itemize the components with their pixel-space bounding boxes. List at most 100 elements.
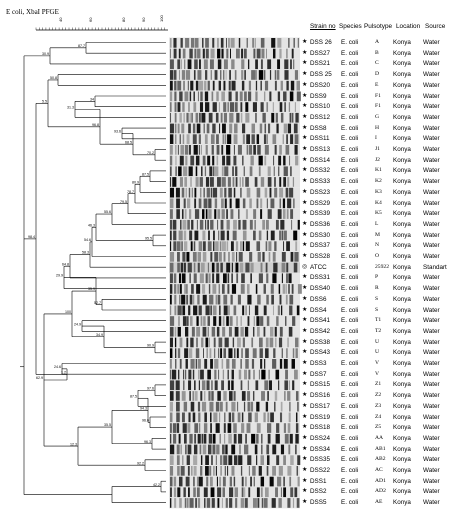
gel-band bbox=[252, 102, 257, 112]
gel-lane bbox=[169, 486, 300, 498]
strain-no: DSS28 bbox=[310, 253, 330, 260]
gel-band bbox=[295, 155, 299, 166]
gel-band bbox=[170, 466, 174, 476]
gel-band bbox=[173, 230, 177, 241]
gel-band bbox=[251, 134, 255, 144]
gel-band bbox=[193, 476, 195, 487]
gel-band bbox=[255, 284, 258, 294]
gel-band bbox=[260, 209, 263, 219]
gel-band bbox=[201, 166, 203, 177]
gel-band bbox=[196, 284, 201, 294]
gel-band bbox=[254, 444, 258, 455]
source: Water bbox=[423, 124, 440, 132]
species: E. coli bbox=[341, 39, 359, 46]
gel-band bbox=[278, 380, 280, 391]
gel-band bbox=[187, 59, 192, 70]
pulsotype: Z1 bbox=[375, 381, 382, 388]
row-marker-icon: ★ bbox=[302, 424, 308, 431]
gel-band bbox=[227, 273, 230, 284]
species: E. coli bbox=[341, 253, 359, 260]
gel-band bbox=[252, 498, 257, 508]
gel-band bbox=[221, 359, 224, 369]
table-row: ★ DSS35 E. coli AB2 Konya Water bbox=[0, 454, 474, 465]
gel-band bbox=[195, 498, 197, 508]
gel-band bbox=[196, 326, 201, 337]
gel-band bbox=[284, 102, 286, 112]
gel-band bbox=[283, 166, 288, 177]
gel-band bbox=[188, 145, 191, 155]
gel-band bbox=[277, 59, 281, 70]
location: Konya bbox=[393, 156, 411, 164]
gel-band bbox=[199, 273, 204, 284]
gel-band bbox=[193, 273, 197, 284]
gel-band bbox=[179, 91, 183, 102]
gel-band bbox=[183, 369, 185, 380]
location: Konya bbox=[393, 499, 411, 507]
gel-band bbox=[204, 80, 207, 91]
gel-band bbox=[242, 198, 246, 209]
scale-tick-label: 90 bbox=[141, 17, 146, 22]
gel-band bbox=[258, 70, 264, 80]
gel-band bbox=[175, 134, 177, 144]
gel-band bbox=[297, 455, 301, 465]
gel-band bbox=[281, 230, 284, 241]
gel-band bbox=[252, 391, 255, 401]
location: Konya bbox=[393, 220, 411, 228]
strain-no: DSS13 bbox=[310, 146, 330, 153]
gel-lane bbox=[169, 294, 300, 305]
gel-band bbox=[275, 219, 279, 230]
gel-band bbox=[175, 187, 180, 198]
gel-band bbox=[188, 305, 191, 316]
gel-band bbox=[183, 166, 188, 177]
gel-band bbox=[248, 466, 250, 476]
gel-band bbox=[273, 348, 276, 358]
gel-band bbox=[295, 241, 298, 251]
gel-band bbox=[201, 433, 204, 444]
gel-band bbox=[244, 91, 247, 102]
gel-band bbox=[188, 487, 190, 498]
gel-band bbox=[264, 487, 269, 498]
gel-band bbox=[289, 476, 292, 487]
gel-band bbox=[219, 476, 222, 487]
gel-band bbox=[183, 230, 187, 241]
gel-band bbox=[219, 241, 222, 251]
gel-band bbox=[215, 466, 217, 476]
gel-band bbox=[295, 391, 299, 401]
gel-band bbox=[264, 155, 267, 166]
gel-band bbox=[261, 444, 263, 455]
strain-no: DSS22 bbox=[310, 467, 330, 474]
strain-no: DSS34 bbox=[310, 445, 330, 453]
gel-band bbox=[211, 145, 214, 155]
table-row: ★ DSS19 E. coli Z4 Konya Water bbox=[0, 412, 474, 423]
pulsotype: 25922 bbox=[375, 263, 389, 270]
gel-band bbox=[175, 391, 180, 401]
gel-band bbox=[177, 252, 180, 262]
gel-band bbox=[191, 284, 194, 294]
node-similarity-label: 42.2 bbox=[153, 483, 160, 487]
table-row: ★ DSS15 E. coli Z1 Konya Water bbox=[0, 379, 474, 390]
gel-band bbox=[194, 209, 200, 219]
gel-band bbox=[282, 134, 284, 144]
header-strain: Strain no bbox=[310, 23, 336, 30]
gel-band bbox=[226, 230, 230, 241]
gel-band bbox=[272, 102, 274, 112]
row-marker-icon: ★ bbox=[302, 327, 308, 334]
gel-band bbox=[205, 466, 209, 476]
gel-band bbox=[212, 305, 217, 316]
gel-band bbox=[235, 48, 240, 59]
gel-band bbox=[173, 48, 177, 59]
gel-band bbox=[222, 123, 226, 134]
gel-band bbox=[204, 134, 208, 144]
gel-band bbox=[289, 112, 292, 123]
gel-band bbox=[266, 48, 267, 59]
gel-band bbox=[223, 59, 228, 70]
gel-band bbox=[216, 444, 220, 455]
row-marker-icon: ★ bbox=[302, 113, 308, 120]
gel-band bbox=[175, 155, 177, 166]
node-similarity-label: 31.3 bbox=[67, 106, 74, 110]
gel-band bbox=[222, 444, 225, 455]
gel-band bbox=[279, 326, 283, 337]
gel-band bbox=[258, 166, 261, 177]
gel-band bbox=[182, 48, 186, 59]
